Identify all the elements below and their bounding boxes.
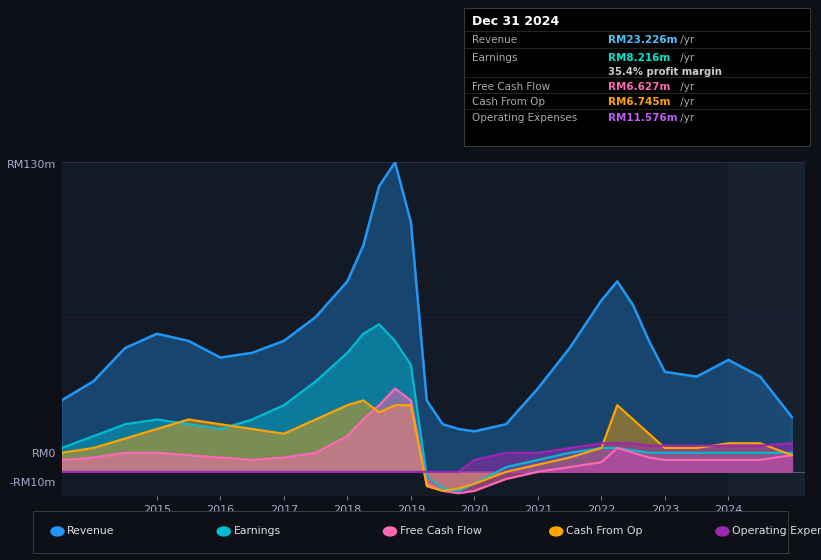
Text: Free Cash Flow: Free Cash Flow xyxy=(400,526,482,536)
Text: /yr: /yr xyxy=(677,97,695,108)
Text: RM11.576m: RM11.576m xyxy=(608,113,677,123)
Text: RM0: RM0 xyxy=(31,449,56,459)
Text: RM6.745m: RM6.745m xyxy=(608,97,670,108)
Text: -RM10m: -RM10m xyxy=(10,478,56,488)
Bar xyxy=(728,162,805,496)
Text: /yr: /yr xyxy=(677,35,695,45)
Text: RM23.226m: RM23.226m xyxy=(608,35,677,45)
Text: Free Cash Flow: Free Cash Flow xyxy=(472,82,550,92)
Text: /yr: /yr xyxy=(677,53,695,63)
Text: Operating Expenses: Operating Expenses xyxy=(732,526,821,536)
Text: RM130m: RM130m xyxy=(7,160,56,170)
Text: RM8.216m: RM8.216m xyxy=(608,53,670,63)
Text: Cash From Op: Cash From Op xyxy=(566,526,643,536)
Text: Revenue: Revenue xyxy=(67,526,115,536)
Text: Operating Expenses: Operating Expenses xyxy=(472,113,577,123)
Text: Cash From Op: Cash From Op xyxy=(472,97,545,108)
Text: Earnings: Earnings xyxy=(472,53,517,63)
Text: /yr: /yr xyxy=(677,82,695,92)
Text: Revenue: Revenue xyxy=(472,35,517,45)
Text: Dec 31 2024: Dec 31 2024 xyxy=(472,15,559,28)
Text: RM6.627m: RM6.627m xyxy=(608,82,670,92)
Text: Earnings: Earnings xyxy=(234,526,281,536)
Text: 35.4% profit margin: 35.4% profit margin xyxy=(608,67,722,77)
Text: /yr: /yr xyxy=(677,113,695,123)
